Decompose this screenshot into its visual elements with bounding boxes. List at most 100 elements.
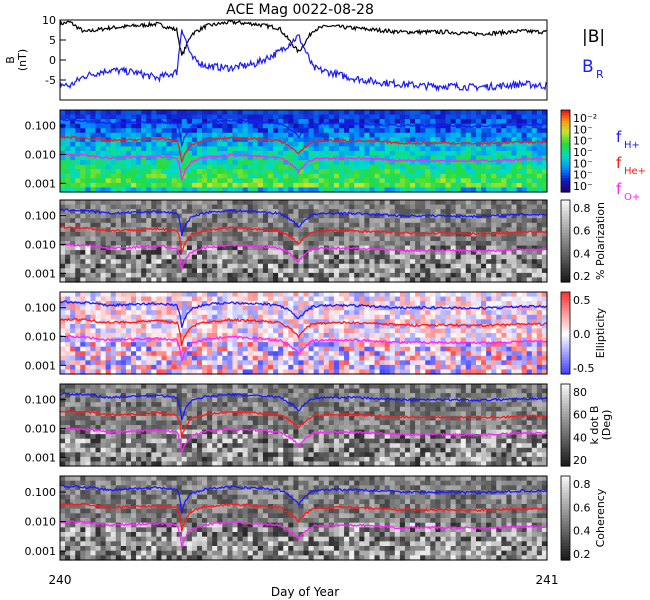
spectrogram-cell [222,314,228,320]
colorbar-swatch [561,243,570,248]
spectrogram-cell [455,319,462,325]
spectrogram-cell [237,319,244,325]
spectrogram-cell [65,123,71,129]
spectrogram-cell [171,351,178,357]
spectrogram-cell [328,209,335,215]
spectrogram-cell [450,204,457,210]
spectrogram-cell [328,314,335,320]
spectrogram-cell [257,222,264,228]
spectrogram-cell [521,119,528,125]
spectrogram-cell [354,263,360,269]
spectrogram-cell [455,187,462,193]
spectrogram-cell [166,346,173,352]
spectrogram-cell [445,272,452,279]
spectrogram-cell [511,151,518,157]
spectrogram-cell [252,200,259,206]
spectrogram-cell [496,173,502,179]
spectrogram-cell [420,128,426,134]
spectrogram-cell [100,337,107,343]
spectrogram-cell [521,250,528,256]
spectrogram-cell [136,123,142,129]
spectrogram-cell [232,364,239,371]
spectrogram-cell [186,263,193,269]
spectrogram-cell [425,236,431,242]
spectrogram-cell [283,346,289,352]
spectrogram-cell [186,328,193,334]
spectrogram-cell [415,178,421,184]
spectrogram-cell [318,333,325,339]
spectrogram-cell [227,218,234,224]
spectrogram-cell [237,310,244,316]
spectrogram-cell [430,155,436,161]
spectrogram-cell [65,137,71,143]
spectrogram-cell [85,160,92,166]
spectrogram-cell [541,231,548,238]
spectrogram-cell [410,301,416,307]
spectrogram-cell [278,342,284,348]
spectrogram-cell [333,310,340,316]
spectrogram-cell [257,132,264,138]
spectrogram-cell [445,319,452,325]
spectrogram-cell [349,200,355,206]
spectrogram-cell [415,272,421,279]
spectrogram-cell [339,241,345,247]
spectrogram-cell [278,218,284,224]
spectrogram-cell [354,314,360,320]
spectrogram-cell [389,355,396,361]
spectrogram-cell [344,231,350,238]
spectrogram-cell [222,160,228,166]
spectrogram-cell [293,296,300,302]
spectrogram-cell [146,296,152,302]
spectrogram-cell [450,259,457,265]
spectrogram-cell [536,128,543,134]
spectrogram-cell [115,128,122,134]
spectrogram-cell [176,209,183,215]
spectrogram-cell [115,250,122,256]
spectrogram-cell [176,292,183,298]
spectrogram-cell [166,204,173,210]
spectrogram-cell [151,204,157,210]
spectrogram-cell [90,137,97,143]
spectrogram-cell [288,355,294,361]
spectrogram-cell [156,323,163,330]
spectrogram-cell [293,114,300,120]
spectrogram-cell [425,137,431,143]
spectrogram-cell [344,305,350,311]
spectrogram-cell [186,119,193,125]
spectrogram-cell [470,227,477,233]
spectrogram-cell [379,227,386,233]
spectrogram-cell [196,182,203,189]
spectrogram-cell [455,169,462,175]
spectrogram-cell [222,151,228,157]
spectrogram-cell [100,369,107,375]
spectrogram-cell [328,164,335,170]
spectrogram-cell [288,250,294,256]
spectrogram-cell [425,119,431,125]
spectrogram-cell [278,169,284,175]
spectrogram-cell [242,245,249,251]
spectrogram-cell [60,141,66,148]
colorbar-swatch [561,118,570,122]
spectrogram-cell [100,160,107,166]
spectrogram-cell [283,310,289,316]
spectrogram-cell [323,123,330,129]
spectrogram-cell [125,231,132,238]
spectrogram-cell [531,160,538,166]
spectrogram-cell [536,277,543,283]
spectrogram-cell [369,250,376,256]
spectrogram-cell [303,364,310,371]
spectrogram-cell [191,151,198,157]
spectrogram-cell [247,132,254,138]
spectrogram-cell [90,119,97,125]
spectrogram-cell [273,123,279,129]
spectrogram-cell [496,119,502,125]
spectrogram-cell [450,272,457,279]
spectrogram-cell [430,218,436,224]
spectrogram-cell [191,364,198,371]
spectrogram-cell [349,132,355,138]
spectrogram-cell [470,250,477,256]
spectrogram-cell [460,227,467,233]
spectrogram-cell [399,245,406,251]
spectrogram-cell [313,263,320,269]
spectrogram-cell [115,236,122,242]
